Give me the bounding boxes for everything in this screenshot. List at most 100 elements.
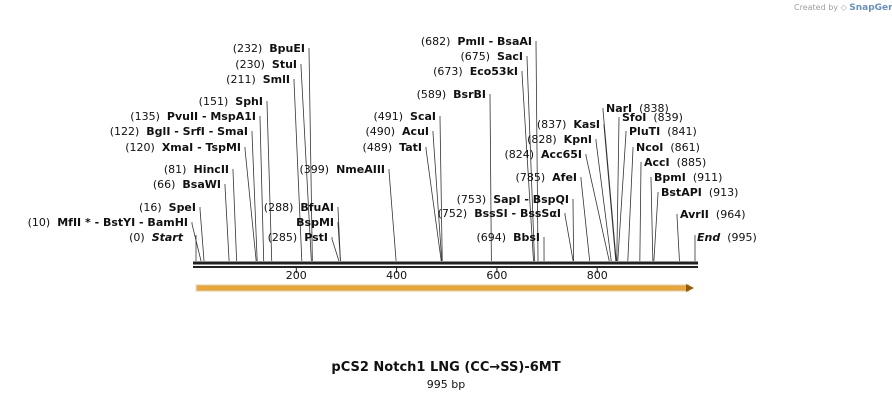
- site-label: (491) ScaI: [373, 110, 436, 123]
- site-leader-line: [489, 94, 492, 262]
- site-position: (288): [264, 201, 294, 214]
- site-leader-lines: [191, 41, 696, 262]
- site-position: (66): [153, 178, 176, 191]
- site-position: (0): [129, 231, 145, 244]
- site-label: (0) Start: [129, 231, 184, 244]
- site-leader-line: [676, 214, 680, 262]
- enzyme-name: NmeAIII: [336, 163, 385, 176]
- site-position: (964): [716, 208, 746, 221]
- map-title: pCS2 Notch1 LNG (CC→SS)-6MT: [331, 360, 561, 375]
- site-leader-line: [293, 79, 303, 262]
- site-label: (675) SacI: [460, 50, 523, 63]
- site-label: (285) PstI: [268, 231, 328, 244]
- site-position: (839): [653, 111, 683, 124]
- site-leader-line: [300, 64, 312, 262]
- site-label: NcoI (861): [636, 141, 700, 154]
- site-label: End (995): [697, 231, 757, 244]
- enzyme-name: NcoI: [636, 141, 663, 154]
- site-position: (151): [199, 95, 229, 108]
- site-position: (10): [28, 216, 51, 229]
- site-label: (135) PvuII - MspA1I: [130, 110, 256, 123]
- enzyme-name: BstAPI: [661, 186, 702, 199]
- enzyme-name: MfII * - BstYI - BamHI: [57, 216, 188, 229]
- site-position: (673): [433, 65, 463, 78]
- enzyme-name: Start: [152, 231, 184, 244]
- enzyme-name: KpnI: [564, 133, 592, 146]
- site-position: (120): [125, 141, 155, 154]
- site-position: (81): [164, 163, 187, 176]
- enzyme-name: BglI - SrfI - SmaI: [146, 125, 248, 138]
- site-leader-line: [616, 117, 620, 262]
- site-label: NarI (838): [606, 102, 669, 115]
- site-label: (16) SpeI: [139, 201, 196, 214]
- enzyme-name: AfeI: [552, 171, 577, 184]
- site-position: (399): [299, 163, 329, 176]
- ruler-tick-label: 800: [587, 269, 608, 282]
- site-label: BpmI (911): [654, 171, 722, 184]
- site-label: (837) KasI: [537, 118, 600, 131]
- enzyme-name: HincII: [193, 163, 229, 176]
- site-label: (824) Acc65I: [504, 148, 582, 161]
- site-position: (838): [639, 102, 669, 115]
- site-position: (995): [727, 231, 757, 244]
- site-position: (837): [537, 118, 567, 131]
- ruler-ticks: 200 400 600 800: [286, 268, 608, 282]
- site-leader-line: [639, 162, 642, 262]
- site-label: (828) KpnI: [527, 133, 592, 146]
- site-label: (10) MfII * - BstYI - BamHI: [28, 216, 188, 229]
- site-label: (489) TatI: [363, 141, 422, 154]
- site-position: (828): [527, 133, 557, 146]
- enzyme-name: BbsI: [513, 231, 540, 244]
- site-position: (911): [693, 171, 723, 184]
- site-position: (885): [677, 156, 707, 169]
- site-leader-line: [191, 222, 202, 262]
- feature-track: [195, 284, 694, 292]
- map-length: 995 bp: [426, 378, 466, 391]
- enzyme-name: PstI: [304, 231, 328, 244]
- site-label: (694) BbsI: [477, 231, 541, 244]
- site-position: (589): [417, 88, 447, 101]
- sequence-backbone: [193, 261, 698, 268]
- site-leader-line: [526, 56, 535, 262]
- site-leader-line: [425, 147, 442, 262]
- enzyme-name: SacI: [497, 50, 523, 63]
- site-position: (285): [268, 231, 298, 244]
- site-position: (491): [373, 110, 403, 123]
- site-labels: (0) Start (10) MfII * - BstYI - BamHI (16)…: [28, 35, 757, 244]
- site-label: (211) SmlI: [226, 73, 290, 86]
- site-leader-line: [388, 169, 397, 262]
- site-leader-line: [650, 177, 654, 262]
- site-leader-line: [595, 139, 612, 262]
- enzyme-name: SpeI: [169, 201, 196, 214]
- site-position: (861): [670, 141, 700, 154]
- enzyme-name: BfuAI: [300, 201, 334, 214]
- ruler-tick-label: 200: [286, 269, 307, 282]
- site-position: (785): [516, 171, 546, 184]
- site-position: (490): [365, 125, 395, 138]
- site-label: (66) BsaWI: [153, 178, 221, 191]
- site-leader-line: [244, 147, 257, 262]
- site-position: (230): [235, 58, 265, 71]
- enzyme-name: AcuI: [402, 125, 429, 138]
- site-leader-line: [535, 41, 539, 262]
- site-label: (785) AfeI: [516, 171, 577, 184]
- enzyme-name: StuI: [272, 58, 297, 71]
- site-label: (232) BpuEI: [233, 42, 305, 55]
- site-leader-line: [224, 184, 230, 262]
- enzyme-name: BpuEI: [269, 42, 305, 55]
- enzyme-name: XmaI - TspMI: [162, 141, 241, 154]
- site-position: (16): [139, 201, 162, 214]
- enzyme-name: NarI: [606, 102, 632, 115]
- site-position: (489): [363, 141, 393, 154]
- site-position: (694): [477, 231, 507, 244]
- feature-arrowhead: [686, 284, 694, 292]
- site-leader-line: [521, 71, 534, 262]
- enzyme-name: SmlI: [263, 73, 290, 86]
- enzyme-name: TatI: [399, 141, 422, 154]
- enzyme-name: AccI: [644, 156, 670, 169]
- site-leader-line: [266, 101, 273, 262]
- site-position: (675): [460, 50, 490, 63]
- ruler-tick-label: 400: [386, 269, 407, 282]
- site-label: (288) BfuAI: [264, 201, 334, 214]
- snapgene-logo-icon: ◇: [840, 3, 847, 12]
